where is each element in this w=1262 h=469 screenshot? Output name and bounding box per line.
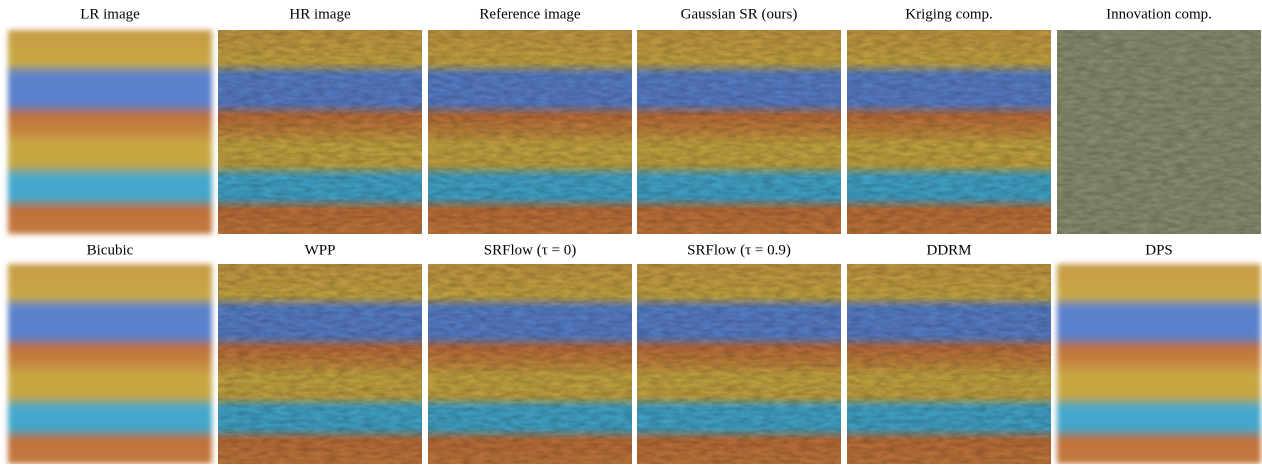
panel-image (847, 264, 1051, 464)
panel: DDRM (847, 242, 1051, 464)
panel-image (847, 30, 1051, 234)
panel: Gaussian SR (ours) (637, 6, 841, 234)
panel: SRFlow (τ = 0) (428, 242, 632, 464)
panel-label: Bicubic (87, 242, 134, 258)
panel: Innovation comp. (1057, 6, 1261, 234)
panel: WPP (218, 242, 422, 464)
panel-image (218, 30, 422, 234)
panel-label: WPP (305, 242, 336, 258)
panel-label: DPS (1145, 242, 1173, 258)
panel: DPS (1057, 242, 1261, 464)
panel-label: SRFlow (τ = 0) (484, 242, 576, 258)
panel-image (8, 30, 212, 234)
panel-label: HR image (289, 6, 351, 22)
panel-image (428, 264, 632, 464)
panel-image (1057, 30, 1261, 234)
panel-image (428, 30, 632, 234)
panel: SRFlow (τ = 0.9) (637, 242, 841, 464)
panel-label: LR image (80, 6, 140, 22)
panel: Reference image (428, 6, 632, 234)
panel-image (637, 30, 841, 234)
panel-label: Kriging comp. (905, 6, 993, 22)
panel-image (1057, 264, 1261, 464)
panel-label: DDRM (926, 242, 971, 258)
panel: Kriging comp. (847, 6, 1051, 234)
panel-image (637, 264, 841, 464)
panel-label: SRFlow (τ = 0.9) (687, 242, 791, 258)
panel-image (8, 264, 212, 464)
panel-image (218, 264, 422, 464)
panel: Bicubic (8, 242, 212, 464)
panel-label: Reference image (479, 6, 581, 22)
panel: HR image (218, 6, 422, 234)
panel-label: Innovation comp. (1106, 6, 1212, 22)
panel-label: Gaussian SR (ours) (681, 6, 798, 22)
panel: LR image (8, 6, 212, 234)
